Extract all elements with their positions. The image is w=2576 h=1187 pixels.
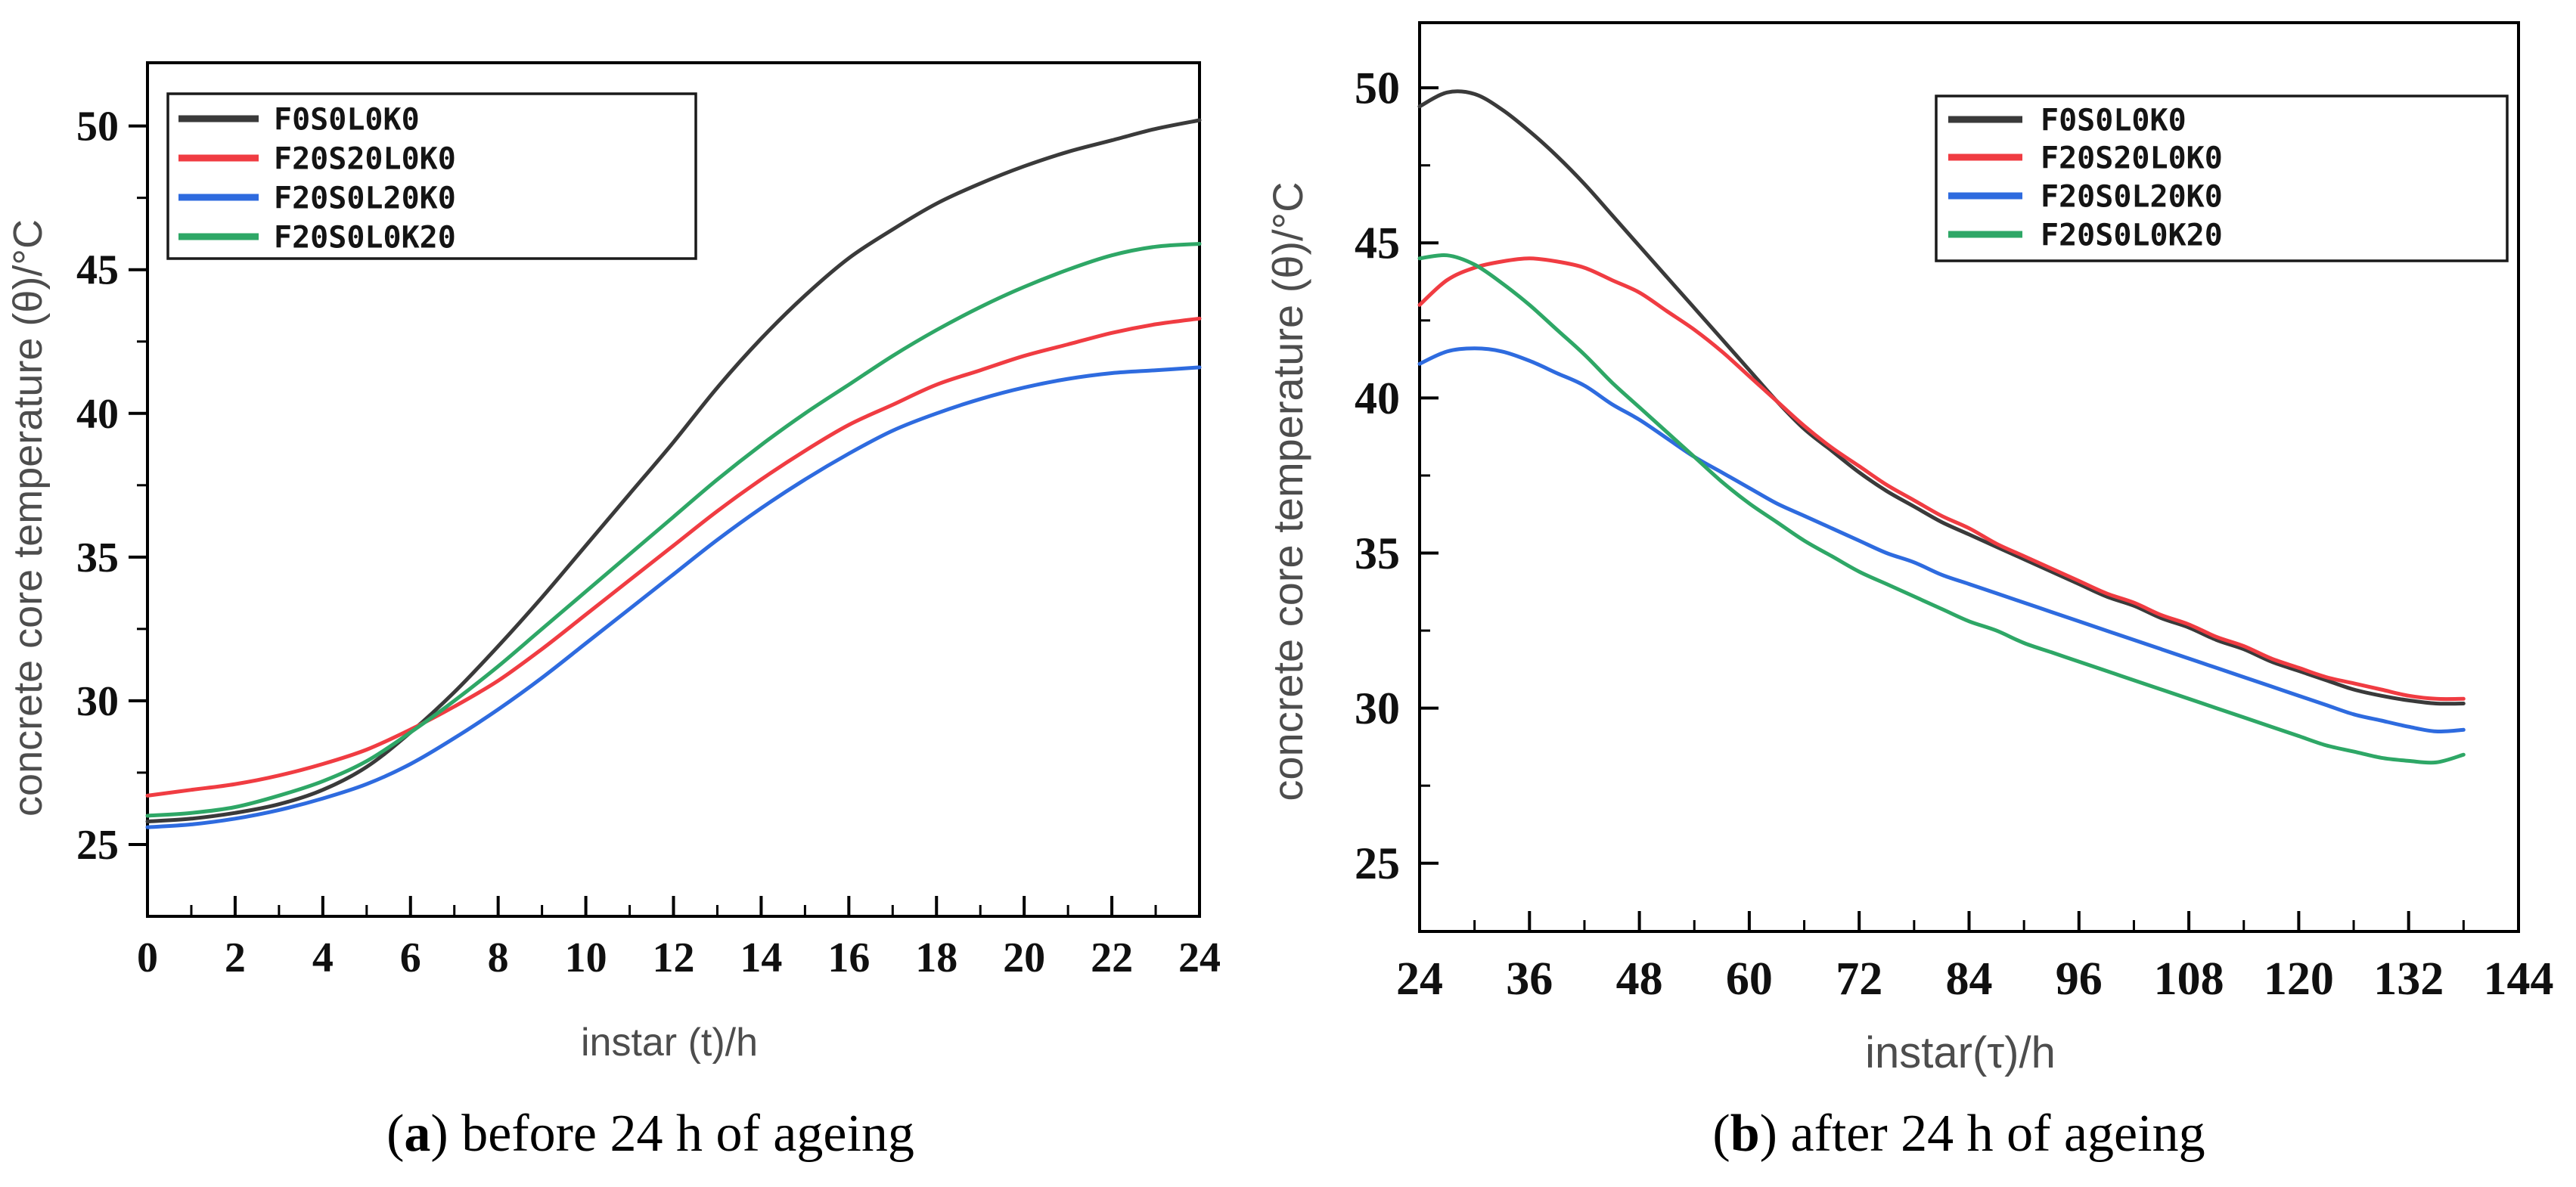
caption-a-open: ( <box>386 1105 404 1163</box>
caption-b-open: ( <box>1712 1105 1730 1163</box>
legend-a: F0S0L0K0 F20S20L0K0 F20S0L20K0 F20S0L0K20 <box>166 92 697 260</box>
x-tick-label: 0 <box>137 934 158 981</box>
chart-b: 24 36 48 60 72 84 96 108 120 132 144 25 30 35 40 45 50 in… <box>1264 21 2554 1077</box>
x-tick-label: 24 <box>1396 953 1443 1005</box>
y-tick-label: 30 <box>1355 683 1400 733</box>
series-line-F20S0L0K20-a <box>145 242 1202 818</box>
legend-label-F0S0L0K0: F0S0L0K0 <box>2041 103 2186 138</box>
x-axis-title-a: instar (t)/h <box>581 1021 758 1065</box>
y-axis-a: 25 30 35 40 45 50 <box>76 104 147 869</box>
legend-label-F20S0L0K20: F20S0L0K20 <box>274 220 456 255</box>
legend-label-F20S0L0K20: F20S0L0K20 <box>2041 218 2223 253</box>
series-line-F20S0L20K0-a <box>145 365 1202 829</box>
x-axis-a: 0 2 4 6 8 10 12 14 16 18 20 22 24 <box>137 896 1221 981</box>
x-tick-label: 20 <box>1003 934 1045 981</box>
y-tick-label: 50 <box>76 104 119 150</box>
x-tick-label: 4 <box>312 934 334 981</box>
legend-label-F20S20L0K0: F20S20L0K0 <box>274 141 456 176</box>
y-tick-label: 45 <box>1355 218 1400 268</box>
x-tick-label: 84 <box>1946 953 1993 1005</box>
caption-a: (a) before 24 h of ageing <box>386 1105 914 1163</box>
x-axis-title-b: instar(τ)/h <box>1865 1028 2056 1077</box>
x-tick-label: 12 <box>653 934 695 981</box>
y-tick-label: 35 <box>1355 528 1400 578</box>
x-tick-label: 8 <box>488 934 509 981</box>
x-tick-label: 24 <box>1178 934 1221 981</box>
series-line-F20S20L0K0-a <box>145 316 1202 798</box>
x-tick-label: 36 <box>1506 953 1553 1005</box>
legend-label-F20S20L0K0: F20S20L0K0 <box>2041 141 2223 175</box>
legend-label-F0S0L0K0: F0S0L0K0 <box>274 102 420 137</box>
x-tick-label: 120 <box>2264 953 2334 1005</box>
x-tick-label: 96 <box>2056 953 2103 1005</box>
y-tick-label: 35 <box>76 535 119 581</box>
y-tick-label: 40 <box>1355 373 1400 423</box>
y-tick-label: 45 <box>76 247 119 294</box>
caption-a-text: ) before 24 h of ageing <box>430 1105 914 1163</box>
plot-frame-a <box>146 61 1201 918</box>
x-tick-label: 14 <box>740 934 782 981</box>
legend-label-F20S0L20K0: F20S0L20K0 <box>274 181 456 215</box>
x-tick-label: 132 <box>2373 953 2444 1005</box>
y-axis-title-b: concrete core temperature (θ)/°C <box>1264 181 1311 801</box>
series-line-F0S0L0K0-b <box>1417 89 2466 706</box>
y-tick-label: 25 <box>76 822 119 869</box>
x-tick-label: 108 <box>2154 953 2224 1005</box>
x-tick-label: 48 <box>1616 953 1663 1005</box>
caption-b-text: ) after 24 h of ageing <box>1760 1105 2205 1163</box>
x-axis-b: 24 36 48 60 72 84 96 108 120 132 144 <box>1396 911 2554 1005</box>
y-axis-title-a: concrete core temperature (θ)/°C <box>5 219 51 817</box>
legend-box <box>1935 95 2509 262</box>
y-axis-b: 25 30 35 40 45 50 <box>1355 64 1439 888</box>
charts-layer: 0 2 4 6 8 10 12 14 16 18 20 22 24253035404550instar … <box>5 21 2554 1077</box>
x-tick-label: 2 <box>225 934 246 981</box>
series-line-F20S0L0K20-b <box>1417 253 2466 765</box>
series-line-F20S20L0K0-b <box>1417 256 2466 702</box>
x-tick-label: 6 <box>400 934 421 981</box>
series-line-F0S0L0K0-a <box>145 118 1202 824</box>
plot-frame-b <box>1418 21 2520 933</box>
x-tick-label: 144 <box>2484 953 2554 1005</box>
caption-a-letter: a <box>404 1105 430 1163</box>
x-tick-label: 16 <box>827 934 870 981</box>
x-tick-label: 60 <box>1726 953 1773 1005</box>
x-tick-label: 22 <box>1091 934 1133 981</box>
x-tick-label: 18 <box>915 934 957 981</box>
x-tick-label: 10 <box>565 934 607 981</box>
x-tick-label: 72 <box>1836 953 1882 1005</box>
chart-a: 0 2 4 6 8 10 12 14 16 18 20 22 24253035404550instar … <box>5 61 1221 1065</box>
y-tick-label: 25 <box>1355 838 1400 888</box>
caption-b: (b) after 24 h of ageing <box>1712 1105 2205 1163</box>
y-tick-label: 30 <box>76 678 119 725</box>
series-line-F20S0L20K0-b <box>1417 346 2466 734</box>
y-tick-label: 40 <box>76 391 119 438</box>
caption-b-letter: b <box>1730 1105 1760 1163</box>
legend-label-F20S0L20K0: F20S0L20K0 <box>2041 179 2223 214</box>
y-tick-label: 50 <box>1355 64 1400 113</box>
